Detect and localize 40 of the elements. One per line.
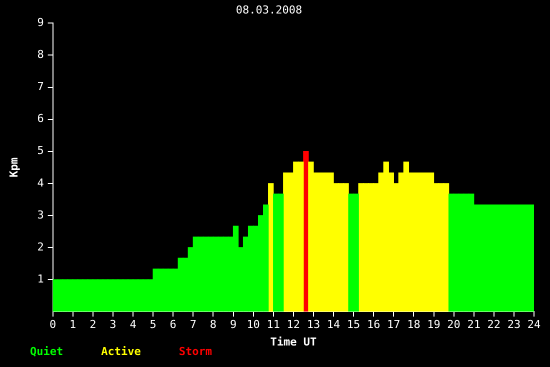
x-tick-label: 9 — [230, 318, 237, 332]
y-axis-title: Kpm — [7, 157, 20, 178]
x-tick-label: 11 — [266, 318, 280, 332]
y-tick-label: 3 — [37, 208, 44, 222]
y-tick-label: 7 — [37, 80, 44, 94]
x-tick-label: 8 — [210, 318, 217, 332]
y-tick-label: 8 — [37, 48, 44, 62]
x-tick-label: 10 — [246, 318, 260, 332]
y-tick-label: 6 — [37, 112, 44, 126]
x-tick-label: 3 — [110, 318, 116, 332]
y-tick-label: 2 — [37, 240, 44, 254]
x-tick-label: 23 — [507, 318, 521, 332]
y-tick-label: 5 — [37, 144, 44, 158]
x-tick-label: 19 — [427, 318, 440, 332]
x-tick-label: 17 — [387, 318, 400, 332]
x-tick-label: 5 — [150, 318, 156, 332]
x-tick-label: 24 — [527, 318, 541, 332]
x-tick-label: 0 — [50, 318, 56, 332]
x-tick-label: 18 — [407, 318, 420, 332]
chart-title: 08.03.2008 — [236, 3, 302, 16]
x-tick-label: 22 — [487, 318, 501, 332]
x-tick-label: 2 — [90, 318, 96, 332]
x-tick-label: 14 — [326, 318, 341, 332]
x-tick-label: 15 — [346, 318, 360, 332]
y-tick-label: 1 — [37, 272, 44, 286]
y-tick-label: 9 — [37, 16, 44, 30]
x-tick-label: 20 — [447, 318, 460, 332]
x-tick-label: 6 — [170, 318, 176, 332]
x-tick-label: 16 — [366, 318, 380, 332]
x-tick-label: 4 — [130, 318, 137, 332]
y-tick-label: 4 — [37, 176, 44, 190]
x-tick-label: 1 — [70, 318, 76, 332]
x-tick-label: 13 — [306, 318, 320, 332]
x-tick-label: 12 — [286, 318, 300, 332]
text: Storm — [178, 345, 212, 358]
x-tick-label: 21 — [467, 318, 480, 332]
x-tick-label: 7 — [190, 318, 196, 332]
text: Quiet — [30, 345, 64, 358]
text: Active — [101, 345, 141, 358]
x-axis-title: Time UT — [270, 335, 317, 348]
